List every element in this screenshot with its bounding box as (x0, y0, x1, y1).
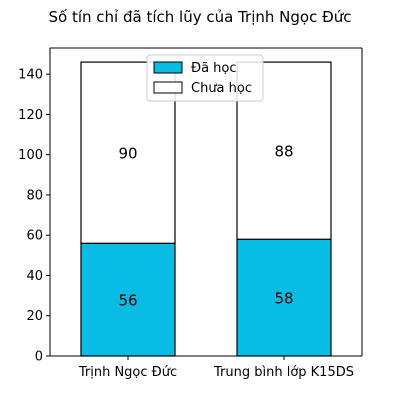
y-tick-label: 0 (35, 350, 43, 365)
y-tick-label: 60 (26, 229, 43, 244)
legend-swatch-0 (153, 61, 183, 74)
chart-title: Số tín chỉ đã tích lũy của Trịnh Ngọc Đứ… (49, 8, 352, 26)
axes-layer: 0 20 40 60 80 100 120 140 Trịnh Ngọc Đức Trung bì… (18, 47, 363, 380)
bars-layer (80, 61, 332, 357)
legend-label-0: Đã học (191, 61, 237, 76)
bar-value-label: 58 (274, 290, 293, 308)
y-tick-label: 140 (18, 68, 43, 83)
x-tick-label: Trung bình lớp K15DS (213, 365, 354, 380)
y-tick-label: 40 (26, 269, 43, 284)
y-tick-label: 100 (18, 148, 43, 163)
bar-value-label: 88 (274, 143, 293, 161)
y-tick-label: 120 (18, 108, 43, 123)
bar-value-label: 56 (118, 292, 137, 310)
x-tick-label: Trịnh Ngọc Đức (78, 365, 177, 380)
bar-value-label: 90 (118, 145, 137, 163)
y-tick-label: 20 (26, 309, 43, 324)
y-tick-label: 80 (26, 188, 43, 203)
legend-label-1: Chưa học (191, 81, 252, 96)
value-labels-layer: 56 90 58 88 (118, 143, 293, 310)
legend: Đã học Chưa học (146, 54, 264, 102)
bar-completed-0 (80, 242, 176, 357)
legend-swatch-1 (153, 81, 183, 94)
